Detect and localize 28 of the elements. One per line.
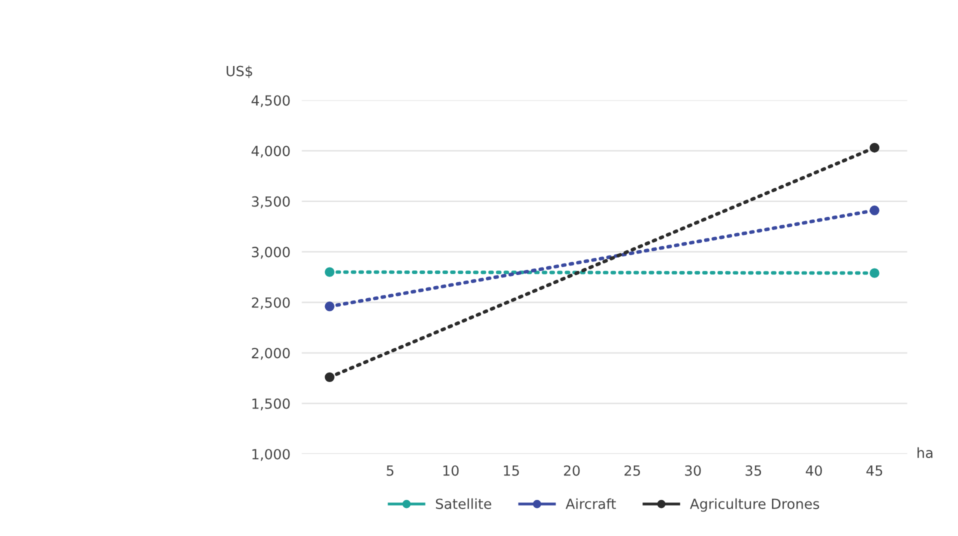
x-tick-label: 25 — [624, 465, 640, 476]
y-tick-label: 4,500 — [252, 95, 290, 108]
y-tick-label: 1,500 — [252, 398, 290, 410]
point — [870, 142, 880, 153]
point — [324, 302, 334, 312]
x-tick-label: 40 — [806, 465, 822, 476]
x-axis-title: ha — [918, 447, 932, 458]
y-tick-label: 2,500 — [252, 297, 290, 310]
x-tick-label: 20 — [564, 465, 580, 476]
legend-label: Satellite — [436, 498, 492, 510]
y-axis-title: US$ — [226, 66, 252, 78]
point — [324, 372, 334, 382]
point — [324, 267, 334, 277]
legend-label: Agriculture Drones — [690, 498, 820, 512]
y-tick-label: 4,000 — [252, 146, 290, 158]
x-tick-label: 15 — [504, 466, 519, 476]
x-tick-label: 5 — [386, 466, 394, 476]
x-tick-label: 35 — [746, 465, 762, 476]
x-tick-label: 45 — [866, 466, 882, 476]
x-tick-label: 30 — [685, 465, 701, 476]
point — [870, 206, 880, 216]
y-tick-label: 1,000 — [252, 448, 290, 461]
y-tick-label: 3,000 — [252, 246, 290, 259]
legend-label: Aircraft — [566, 498, 616, 510]
point — [870, 268, 880, 278]
x-tick-label: 10 — [443, 465, 459, 476]
y-tick-label: 2,000 — [252, 348, 290, 360]
y-tick-label: 3,500 — [252, 196, 290, 208]
